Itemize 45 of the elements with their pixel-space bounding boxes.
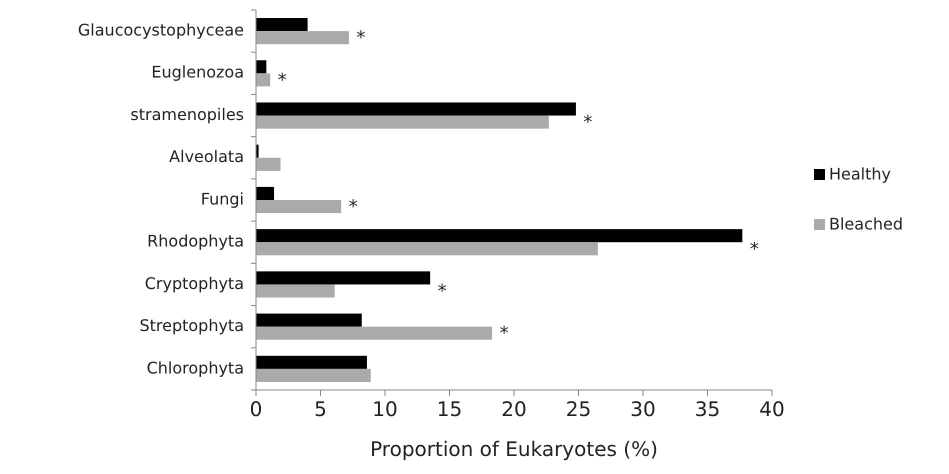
bar — [256, 314, 362, 327]
bar — [256, 73, 270, 86]
annotation: * — [278, 70, 287, 91]
x-tick-label: 30 — [630, 397, 656, 421]
bar — [256, 356, 367, 369]
x-tick-label: 15 — [436, 397, 462, 421]
legend-label: Bleached — [829, 214, 904, 234]
x-axis-title: Proportion of Eukaryotes (%) — [370, 437, 658, 461]
y-tick-label: Alveolata — [169, 147, 244, 166]
bar — [256, 271, 430, 284]
bar — [256, 229, 742, 242]
x-tick-label: 35 — [694, 397, 720, 421]
y-tick-label: Euglenozoa — [151, 62, 244, 82]
y-tick-label: Chlorophyta — [146, 358, 244, 378]
bar — [256, 18, 308, 32]
bar — [256, 186, 274, 200]
annotation: * — [348, 196, 358, 218]
bar — [256, 116, 549, 129]
x-tick-label: 25 — [566, 397, 592, 421]
bar — [256, 60, 266, 74]
bar — [256, 242, 598, 256]
x-tick-label: 0 — [250, 397, 262, 421]
y-tick-label: Rhodophyta — [147, 232, 244, 251]
bar — [256, 158, 281, 171]
bar — [256, 200, 342, 214]
bar — [256, 284, 335, 298]
annotation: * — [750, 238, 759, 260]
x-tick-label: 10 — [372, 397, 398, 421]
legend-label: Healthy — [829, 164, 892, 184]
bar — [256, 102, 576, 116]
annotation: * — [438, 280, 447, 302]
annotation: * — [583, 112, 592, 134]
y-tick-label: Fungi — [200, 189, 244, 208]
y-tick-label: Glaucocystophyceae — [78, 20, 244, 40]
y-tick-label: Cryptophyta — [144, 274, 244, 293]
x-tick-label: 40 — [759, 397, 785, 421]
y-tick-label: Streptophyta — [139, 316, 244, 336]
bar — [256, 326, 492, 340]
annotation: * — [500, 323, 509, 344]
x-tick-label: 20 — [501, 397, 527, 421]
x-tick-label: 5 — [314, 397, 327, 421]
bar — [256, 31, 349, 44]
bar — [256, 368, 371, 382]
annotation: * — [356, 28, 366, 49]
y-tick-label: stramenopiles — [130, 104, 244, 124]
